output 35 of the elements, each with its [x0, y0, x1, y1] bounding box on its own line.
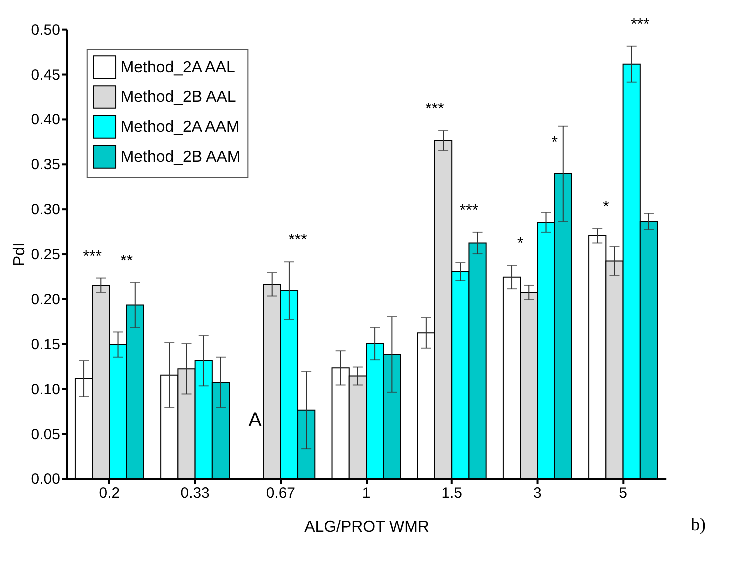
- annotation: **: [120, 252, 134, 270]
- x-tick-label: 0.33: [180, 485, 210, 502]
- x-tick-label: 0.2: [99, 485, 120, 502]
- y-tick-label: 0.50: [31, 22, 60, 39]
- annotation: *: [603, 198, 610, 216]
- text: b): [691, 514, 706, 535]
- legend-label: Method_2B AAL: [120, 89, 236, 106]
- annotation: A: [248, 409, 263, 432]
- x-tick-label: 0.67: [266, 485, 296, 502]
- y-tick-label: 0.10: [31, 381, 60, 398]
- legend-label: Method_2A AAM: [120, 119, 240, 136]
- x-tick-label: 5: [619, 485, 628, 502]
- annotation: ***: [426, 100, 444, 118]
- annotation: ***: [460, 202, 479, 220]
- x-tick-label: 3: [534, 485, 542, 502]
- annotation: ***: [631, 16, 650, 34]
- y-tick-label: 0.15: [31, 336, 60, 354]
- legend-label: Method_2A AAL: [120, 59, 236, 76]
- x-tick-label: 1.5: [442, 485, 463, 502]
- y-tick-label: 0.25: [31, 246, 60, 264]
- y-axis-title: PdI: [11, 242, 28, 267]
- y-tick-label: 0.00: [31, 471, 60, 488]
- y-tick-label: 0.35: [31, 156, 60, 174]
- y-tick-label: 0.30: [31, 202, 60, 219]
- legend-label: Method_2B AAM: [120, 149, 241, 166]
- annotation: ***: [288, 232, 308, 250]
- y-tick-label: 0.05: [31, 426, 60, 444]
- annotation: *: [517, 236, 524, 253]
- y-tick-label: 0.45: [31, 66, 60, 84]
- y-tick-label: 0.20: [31, 291, 60, 308]
- x-tick-label: 1: [362, 485, 371, 502]
- annotation: ***: [83, 248, 102, 266]
- x-axis-title: ALG/PROT WMR: [304, 519, 430, 536]
- y-tick-label: 0.40: [31, 112, 60, 129]
- annotation: *: [552, 134, 558, 152]
